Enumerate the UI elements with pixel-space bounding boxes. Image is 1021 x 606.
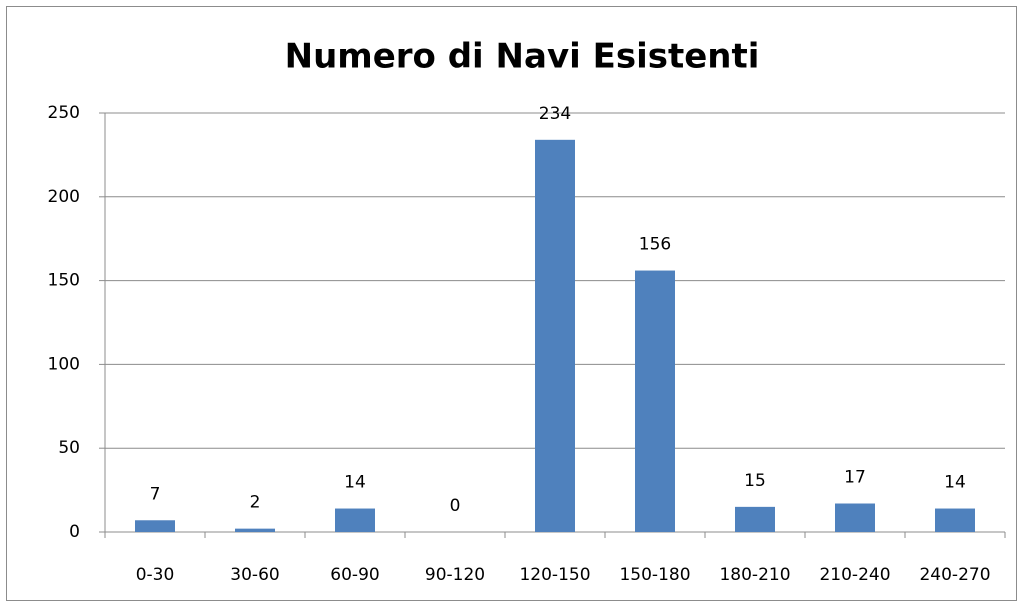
data-label: 234 xyxy=(539,104,571,124)
data-label: 15 xyxy=(744,471,766,491)
y-tick-label: 250 xyxy=(48,103,80,123)
x-tick-label: 30-60 xyxy=(230,565,279,585)
data-label: 14 xyxy=(344,473,366,493)
y-tick-label: 50 xyxy=(58,438,80,458)
data-label: 2 xyxy=(250,493,261,513)
data-label: 0 xyxy=(450,496,461,516)
bar xyxy=(735,506,775,532)
x-tick-label: 210-240 xyxy=(819,565,890,585)
x-tick-label: 180-210 xyxy=(719,565,790,585)
chart-border xyxy=(6,6,1017,601)
data-label: 156 xyxy=(639,235,671,255)
bar xyxy=(235,528,275,532)
data-label: 14 xyxy=(944,473,966,493)
y-tick-label: 100 xyxy=(48,354,80,374)
x-tick-label: 240-270 xyxy=(919,565,990,585)
bar xyxy=(135,520,175,532)
y-tick-label: 200 xyxy=(48,187,80,207)
bar xyxy=(835,503,875,532)
y-tick-label: 0 xyxy=(69,522,80,542)
data-label: 17 xyxy=(844,468,866,488)
x-tick-label: 90-120 xyxy=(425,565,485,585)
bar xyxy=(335,508,375,532)
x-tick-label: 60-90 xyxy=(330,565,379,585)
bar xyxy=(935,508,975,532)
chart-title: Numero di Navi Esistenti xyxy=(285,37,760,77)
x-tick-label: 120-150 xyxy=(519,565,590,585)
x-tick-label: 0-30 xyxy=(136,565,175,585)
bar xyxy=(535,139,575,533)
bar xyxy=(635,270,675,532)
y-tick-label: 150 xyxy=(48,271,80,291)
data-label: 7 xyxy=(150,484,161,504)
x-tick-label: 150-180 xyxy=(619,565,690,585)
